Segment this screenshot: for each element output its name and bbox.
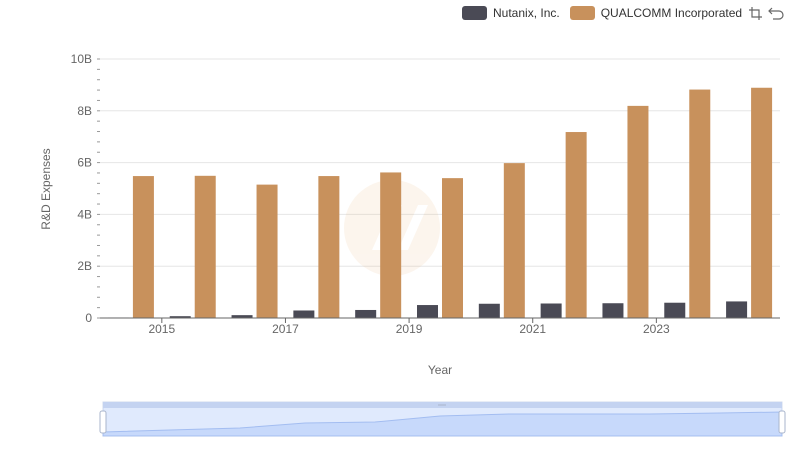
legend-swatch-nutanix xyxy=(462,6,487,20)
bar-qualcomm-2021 xyxy=(565,132,587,318)
bar-nutanix-2015 xyxy=(169,316,191,318)
x-tick-label: 2023 xyxy=(643,322,670,336)
bar-qualcomm-2024 xyxy=(751,87,773,319)
legend-item-nutanix[interactable]: Nutanix, Inc. xyxy=(462,6,560,20)
bar-nutanix-2018 xyxy=(355,309,377,318)
bar-nutanix-2023 xyxy=(664,302,686,318)
y-axis-title: R&D Expenses xyxy=(39,148,53,229)
y-tick-label: 4B xyxy=(77,207,92,221)
bar-nutanix-2024 xyxy=(726,301,748,318)
y-axis: 0 2B 4B 6B 8B 10B xyxy=(71,52,100,325)
bar-nutanix-2019 xyxy=(417,305,438,318)
x-tick-label: 2017 xyxy=(272,322,299,336)
bar-nutanix-2022 xyxy=(602,303,624,318)
zoom-reset-icon[interactable] xyxy=(768,6,784,22)
bar-qualcomm-2019 xyxy=(442,178,463,318)
bar-nutanix-2020 xyxy=(478,303,500,318)
legend-label-nutanix: Nutanix, Inc. xyxy=(493,6,560,20)
bar-qualcomm-2014 xyxy=(132,176,154,318)
data-zoom-slider[interactable] xyxy=(99,401,786,437)
bar-nutanix-2017 xyxy=(293,310,315,318)
toolbox xyxy=(744,6,784,22)
y-tick-label: 0 xyxy=(85,311,92,325)
zoom-drag-grip-icon[interactable] xyxy=(438,404,446,406)
bar-qualcomm-2016 xyxy=(256,184,278,318)
zoom-handle-right[interactable] xyxy=(778,410,786,434)
x-tick-label: 2019 xyxy=(396,322,423,336)
y-tick-label: 6B xyxy=(77,156,92,170)
bar-qualcomm-2022 xyxy=(627,105,649,318)
legend: Nutanix, Inc. QUALCOMM Incorporated xyxy=(462,4,752,22)
legend-label-qualcomm: QUALCOMM Incorporated xyxy=(600,6,743,20)
x-axis-title: Year xyxy=(428,363,452,377)
bar-qualcomm-2018 xyxy=(380,172,402,318)
x-tick-label: 2015 xyxy=(148,322,175,336)
x-tick-label: 2021 xyxy=(519,322,546,336)
zoom-selected-range[interactable] xyxy=(103,402,782,436)
y-tick-label: 8B xyxy=(77,104,92,118)
bar-qualcomm-2017 xyxy=(318,176,340,318)
bar-nutanix-2021 xyxy=(540,303,562,318)
y-tick-label: 10B xyxy=(71,52,92,66)
legend-swatch-qualcomm xyxy=(569,6,595,20)
bar-nutanix-2016 xyxy=(231,315,253,318)
bar-qualcomm-2020 xyxy=(503,163,525,318)
bar-qualcomm-2015 xyxy=(194,175,216,318)
x-axis: 2015 2017 2019 2021 2023 xyxy=(100,317,780,336)
bar-qualcomm-2023 xyxy=(689,89,711,318)
legend-item-qualcomm[interactable]: QUALCOMM Incorporated xyxy=(569,6,743,20)
zoom-select-icon[interactable] xyxy=(748,6,764,22)
bars xyxy=(107,87,773,319)
zoom-handle-left[interactable] xyxy=(99,410,107,434)
y-tick-label: 2B xyxy=(77,259,92,273)
